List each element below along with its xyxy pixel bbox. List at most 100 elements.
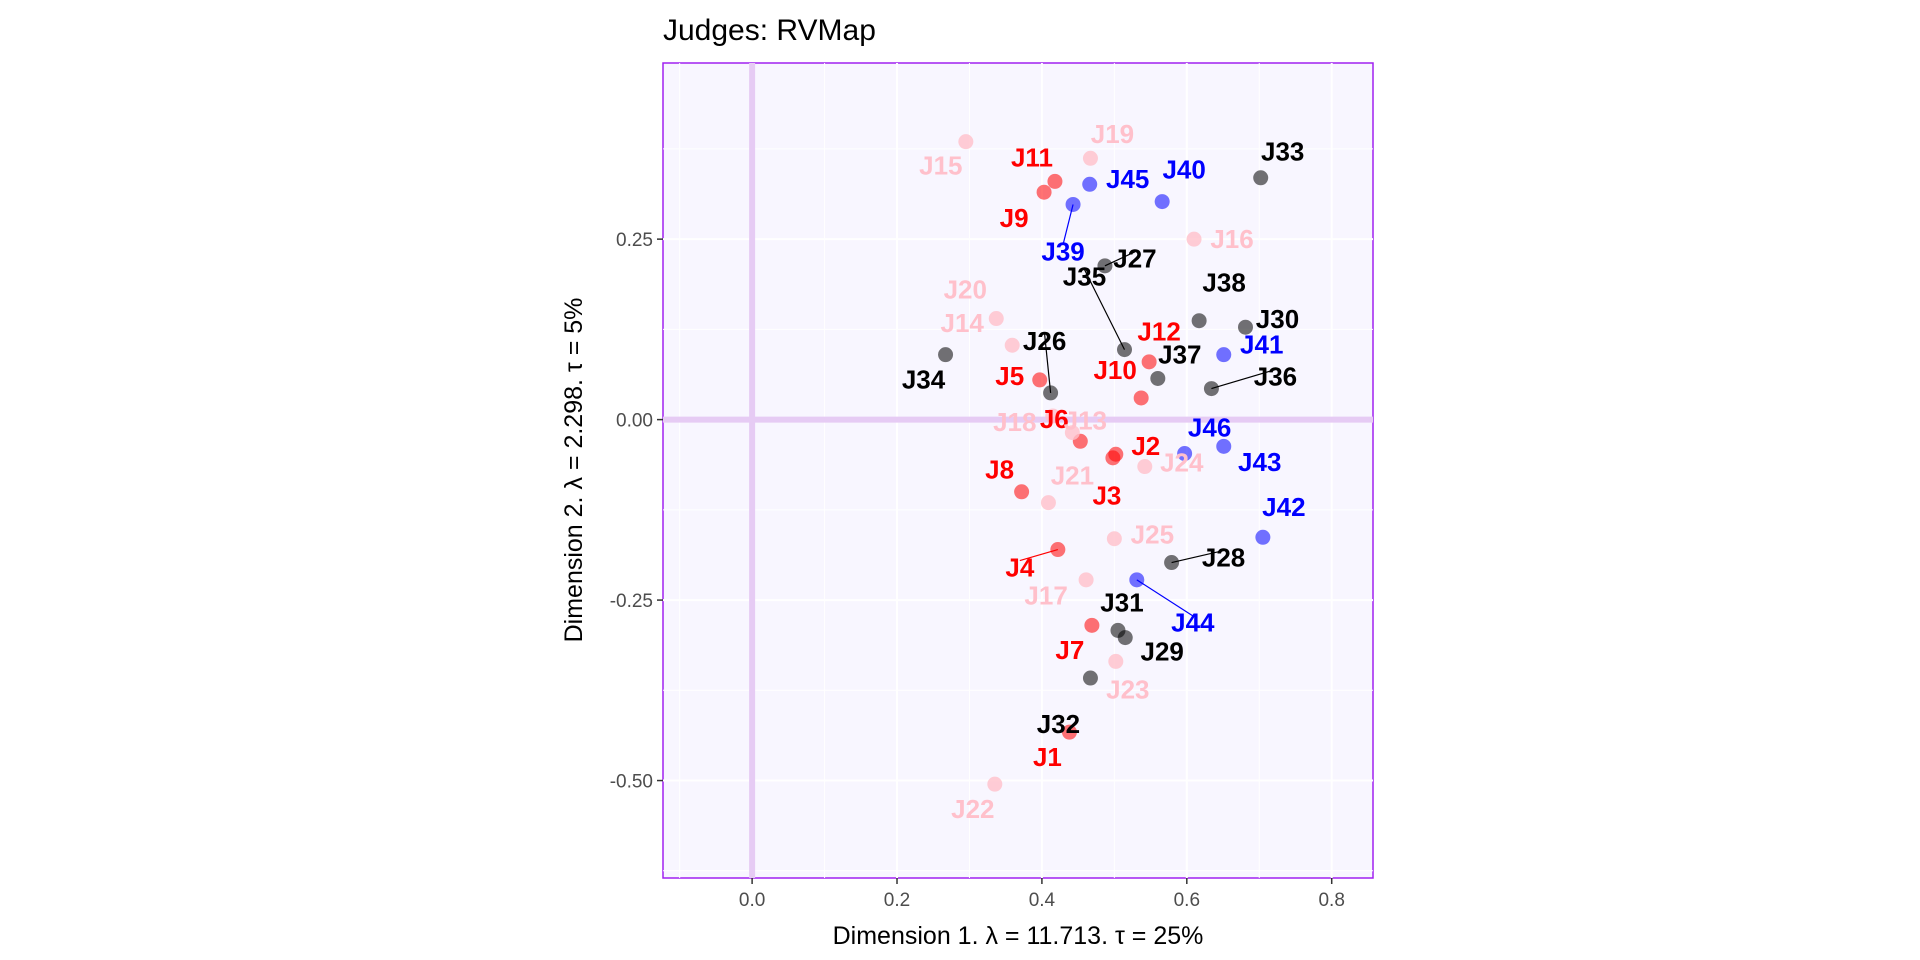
data-point-j44 (1129, 572, 1145, 588)
data-point-j5 (1032, 372, 1048, 388)
data-point-j37 (1150, 370, 1166, 386)
point-label-j30: J30 (1256, 304, 1299, 334)
leader-line-j44 (1136, 579, 1194, 617)
point-labels: J1 J2 J3 J4 J5 J6 J7 J8 J9 J10 J11 J12 J13 J14 J15 J16 J… (902, 119, 1306, 824)
data-point-j26 (1043, 385, 1059, 401)
point-label-j33: J33 (1261, 137, 1304, 167)
data-point-j27 (1097, 258, 1113, 274)
point-label-j21: J21 (1051, 460, 1094, 490)
data-point-j36 (1203, 381, 1219, 397)
point-label-j7: J7 (1055, 635, 1084, 665)
data-point-j41 (1216, 347, 1232, 363)
point-label-j26: J26 (1023, 326, 1066, 356)
point-label-j14: J14 (941, 308, 985, 338)
point-label-j29: J29 (1141, 636, 1184, 666)
y-axis-ticks: 0.25 0.00 -0.25 -0.50 (610, 230, 663, 793)
data-point-j7 (1084, 617, 1100, 633)
point-label-j45: J45 (1106, 164, 1149, 194)
data-point-j21 (1040, 495, 1056, 511)
point-label-j36: J36 (1254, 361, 1297, 391)
data-point-j31 (1110, 622, 1126, 638)
point-label-j42: J42 (1262, 492, 1305, 522)
point-label-j20: J20 (944, 274, 987, 304)
data-point-j13 (1064, 425, 1080, 441)
point-label-j35: J35 (1063, 261, 1106, 291)
point-label-j41: J41 (1240, 330, 1283, 360)
data-point-j1 (1061, 724, 1077, 740)
data-points (938, 134, 1271, 792)
point-label-j38: J38 (1202, 268, 1245, 298)
data-point-j16 (1186, 231, 1202, 247)
point-label-j25: J25 (1131, 520, 1174, 550)
data-point-j39 (1065, 196, 1081, 212)
data-point-j35 (1117, 342, 1132, 358)
point-label-j28: J28 (1202, 542, 1245, 572)
point-label-j6: J6 (1040, 404, 1069, 434)
point-label-j39: J39 (1041, 236, 1084, 266)
leader-line-j26 (1044, 333, 1052, 393)
point-label-j43: J43 (1238, 447, 1281, 477)
data-point-j14 (1004, 337, 1020, 353)
data-point-j23 (1108, 653, 1124, 669)
data-point-j11 (1047, 173, 1063, 189)
data-point-j15 (958, 134, 974, 150)
point-label-j16: J16 (1210, 224, 1253, 254)
data-point-j18 (1045, 408, 1061, 424)
x-tick-label: 0.8 (1318, 890, 1344, 911)
x-tick-label: 0.0 (739, 890, 765, 911)
leader-line-j28 (1171, 549, 1224, 564)
point-label-j27: J27 (1113, 244, 1156, 274)
point-label-j12: J12 (1137, 317, 1180, 347)
point-label-j19: J19 (1091, 119, 1134, 149)
data-point-j3 (1105, 450, 1121, 466)
point-label-j44: J44 (1171, 608, 1215, 638)
data-point-j8 (1014, 484, 1030, 500)
chart-title: Judges: RVMap (663, 14, 876, 47)
leader-line-j35 (1083, 269, 1126, 350)
data-point-j4 (1050, 542, 1066, 558)
y-tick-label: 0.25 (616, 230, 653, 251)
x-axis-ticks: 0.0 0.2 0.4 0.6 0.8 (739, 878, 1345, 911)
point-label-j46: J46 (1188, 412, 1231, 442)
data-point-j30 (1237, 319, 1253, 335)
data-point-j10 (1133, 390, 1149, 406)
point-label-j32: J32 (1037, 709, 1080, 739)
point-label-j8: J8 (985, 455, 1014, 485)
data-point-j25 (1106, 531, 1122, 547)
x-tick-label: 0.4 (1029, 890, 1056, 911)
point-label-j3: J3 (1092, 481, 1121, 511)
plot-panel (662, 62, 1374, 879)
point-label-j2: J2 (1131, 431, 1160, 461)
data-point-j9 (1036, 184, 1052, 200)
point-label-j13: J13 (1064, 405, 1107, 435)
data-point-j17 (1078, 572, 1094, 588)
x-tick-label: 0.2 (884, 890, 910, 911)
point-label-j34: J34 (902, 365, 946, 395)
data-point-j38 (1191, 313, 1207, 329)
data-point-j19 (1082, 150, 1098, 166)
point-label-j5: J5 (995, 361, 1024, 391)
point-label-j40: J40 (1162, 154, 1205, 184)
leader-lines (1019, 204, 1276, 617)
data-point-j33 (1253, 170, 1269, 186)
y-tick-label: 0.00 (616, 411, 653, 432)
data-point-j42 (1255, 529, 1271, 545)
data-point-j46 (1177, 446, 1193, 462)
x-axis-title: Dimension 1. λ = 11.713. τ = 25% (833, 922, 1204, 950)
data-point-j12 (1141, 354, 1157, 370)
point-label-j10: J10 (1093, 355, 1136, 385)
y-tick-label: -0.50 (610, 772, 653, 793)
reference-lines (663, 63, 1373, 878)
point-label-j23: J23 (1106, 674, 1149, 704)
data-point-j40 (1154, 194, 1170, 210)
data-point-j45 (1082, 176, 1098, 192)
point-label-j31: J31 (1100, 587, 1143, 617)
data-point-j43 (1216, 438, 1232, 454)
x-tick-label: 0.6 (1174, 890, 1200, 911)
point-label-j4: J4 (1005, 552, 1034, 582)
leader-line-j36 (1211, 368, 1276, 390)
point-label-j11: J11 (1011, 142, 1053, 172)
point-label-j18: J18 (993, 407, 1036, 437)
point-label-j9: J9 (1000, 203, 1029, 233)
